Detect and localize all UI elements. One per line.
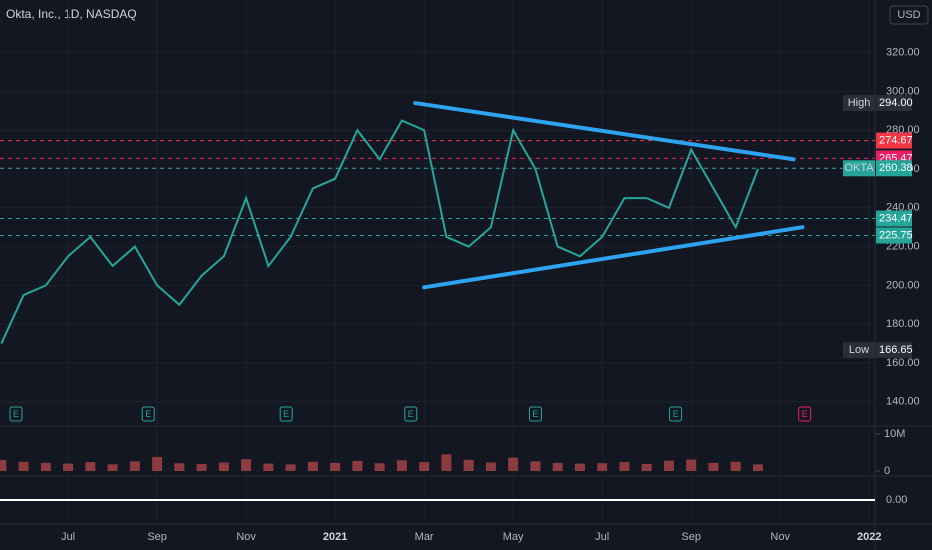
x-tick-label: 2022 [857, 531, 881, 543]
osc-tick-label: 0.00 [886, 494, 907, 506]
volume-bar [641, 463, 652, 471]
earnings-label: E [145, 409, 151, 419]
level-tag [876, 95, 912, 112]
volume-bar [752, 464, 763, 471]
x-tick-label: Sep [147, 531, 167, 543]
chart-title: Okta, Inc., 1D, NASDAQ [6, 7, 137, 21]
volume-bar [85, 462, 96, 471]
earnings-label: E [532, 409, 538, 419]
level-tag [876, 132, 912, 149]
volume-bar [485, 462, 496, 471]
volume-bar [686, 459, 697, 471]
volume-bar [441, 454, 452, 471]
y-tick-label: 320.00 [886, 47, 920, 59]
volume-bar [552, 462, 563, 471]
earnings-label: E [13, 409, 19, 419]
x-tick-label: Nov [236, 531, 256, 543]
price-line [0, 119, 759, 344]
y-tick-label: 300.00 [886, 85, 920, 97]
volume-bar [129, 461, 140, 471]
earnings-marker [9, 406, 23, 422]
level-label: 225.75 [879, 229, 913, 241]
level-tag [876, 342, 912, 359]
earnings-marker [141, 406, 155, 422]
volume-bar [174, 463, 185, 471]
volume-bar [63, 463, 74, 471]
x-tick-label: Nov [770, 531, 790, 543]
volume-bar [352, 460, 363, 471]
y-tick-label: 180.00 [886, 318, 920, 330]
level-label: 260.38 [879, 162, 913, 174]
level-tag [876, 160, 912, 177]
volume-bar [463, 459, 474, 471]
currency[interactable]: USD [897, 9, 920, 21]
earnings-marker [528, 406, 542, 422]
level-name: High [848, 97, 871, 109]
volume-bar [708, 462, 719, 471]
volume-bar [374, 463, 385, 471]
volume-bar [663, 460, 674, 471]
volume-bar [619, 462, 630, 471]
level-label: 166.65 [879, 344, 913, 356]
y-tick-label: 160.00 [886, 357, 920, 369]
level-label: 274.67 [879, 134, 913, 146]
volume-tick-label: 10M [884, 428, 905, 440]
x-tick-label: Jul [61, 531, 75, 543]
level-name-tag [843, 160, 875, 177]
volume-bar [196, 463, 207, 471]
earnings-marker [404, 406, 418, 422]
earnings-marker [279, 406, 293, 422]
volume-bar [597, 463, 608, 471]
y-tick-label: 220.00 [886, 240, 920, 252]
level-name-tag [843, 342, 875, 359]
volume-bar [218, 462, 229, 471]
volume-bar [307, 461, 318, 471]
volume-bar [285, 464, 296, 471]
volume-tick-label: 0 [884, 465, 890, 477]
trendline [422, 225, 805, 290]
earnings-label: E [408, 409, 414, 419]
y-tick-label: 200.00 [886, 279, 920, 291]
earnings-label: E [673, 409, 679, 419]
y-tick-label: 140.00 [886, 396, 920, 408]
level-name: Low [849, 344, 869, 356]
volume-bar [330, 462, 341, 471]
volume-bar [396, 460, 407, 471]
x-tick-label: 2021 [323, 531, 347, 543]
earnings-marker [669, 406, 683, 422]
x-tick-label: Sep [681, 531, 701, 543]
volume-bar [419, 462, 430, 471]
volume-bar [40, 462, 51, 471]
level-tag [876, 210, 912, 227]
currency-box[interactable] [889, 5, 929, 25]
volume-bar [0, 459, 7, 471]
volume-bar [18, 461, 29, 471]
x-tick-label: May [503, 531, 524, 543]
volume-bar [508, 457, 519, 471]
level-tag [876, 227, 912, 244]
level-name-tag [843, 95, 875, 112]
earnings-marker [798, 406, 812, 422]
level-label: 294.00 [879, 97, 913, 109]
level-label: 234.47 [879, 212, 913, 224]
x-tick-label: Mar [415, 531, 434, 543]
volume-bar [530, 461, 541, 471]
volume-bar [263, 463, 274, 471]
volume-bar [241, 459, 252, 471]
earnings-label: E [802, 409, 808, 419]
x-tick-label: Jul [595, 531, 609, 543]
level-name: OKTA [844, 162, 874, 174]
volume-bar [574, 463, 585, 471]
volume-bar [152, 456, 163, 471]
earnings-label: E [283, 409, 289, 419]
trendline [413, 101, 796, 162]
volume-bar [107, 464, 118, 471]
volume-bar [730, 461, 741, 471]
